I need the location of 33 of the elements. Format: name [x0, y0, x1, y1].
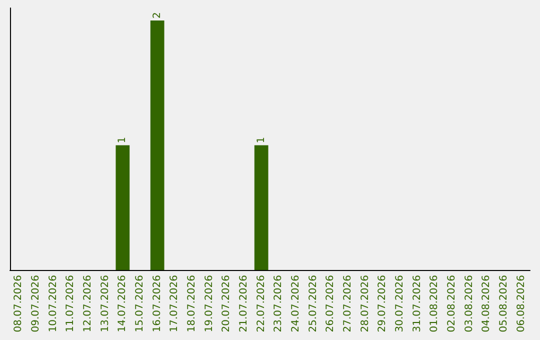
x-tick-label: 16.07.2026: [152, 275, 163, 332]
data-label: 1: [117, 136, 128, 144]
x-tick-label: 13.07.2026: [100, 275, 111, 332]
x-tick-label: 21.07.2026: [238, 275, 250, 332]
x-tick-label: 15.07.2026: [134, 275, 146, 332]
x-tick-label: 30.07.2026: [394, 275, 406, 332]
x-tick-label: 28.07.2026: [360, 275, 371, 332]
x-tick-label: 05.08.2026: [498, 275, 510, 332]
x-tick-label: 31.07.2026: [412, 275, 423, 332]
x-tick-label: 27.07.2026: [342, 275, 354, 332]
x-tick-label: 04.08.2026: [481, 275, 492, 332]
x-tick-label: 19.07.2026: [204, 275, 215, 332]
x-tick-label: 03.08.2026: [464, 275, 475, 332]
x-tick-label: 06.08.2026: [516, 275, 527, 332]
x-tick-label: 11.07.2026: [65, 275, 76, 332]
x-tick-label: 26.07.2026: [325, 275, 336, 332]
x-tick-label: 14.07.2026: [117, 275, 128, 332]
x-tick-label: 18.07.2026: [186, 275, 198, 332]
x-tick-label: 24.07.2026: [290, 275, 302, 332]
x-tick-label: 23.07.2026: [273, 275, 284, 332]
x-tick-label: 22.07.2026: [256, 275, 267, 332]
x-tick-label: 29.07.2026: [377, 275, 388, 332]
x-tick-label: 25.07.2026: [308, 275, 319, 332]
x-tick-label: 10.07.2026: [48, 275, 59, 332]
x-tick-label: 09.07.2026: [30, 275, 42, 332]
x-tick-label: 08.07.2026: [13, 275, 24, 332]
x-tick-label: 12.07.2026: [82, 275, 94, 332]
x-tick-label: 17.07.2026: [169, 275, 180, 332]
x-tick-label: 20.07.2026: [221, 275, 232, 332]
data-label: 2: [152, 12, 163, 18]
x-tick-label: 02.08.2026: [446, 275, 458, 332]
data-label: 1: [256, 136, 267, 144]
x-tick-label: 01.08.2026: [429, 275, 440, 332]
